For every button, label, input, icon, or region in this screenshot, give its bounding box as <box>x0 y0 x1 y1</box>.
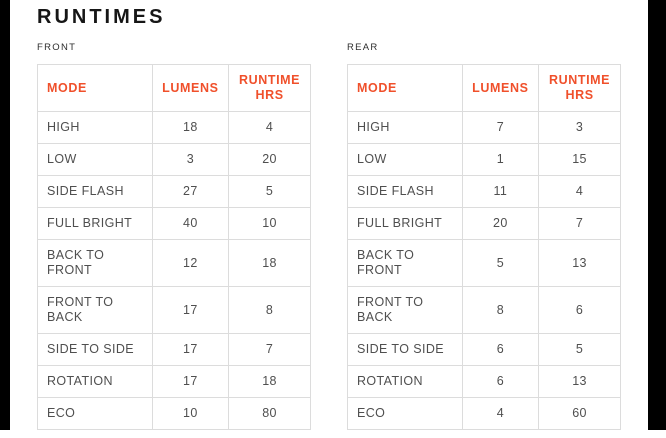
lumens-cell: 6 <box>461 333 540 366</box>
column-header-runtime: RUNTIME HRS <box>228 64 311 112</box>
table-header-row: MODE LUMENS RUNTIME HRS <box>37 64 311 112</box>
runtime-cell: 4 <box>538 175 621 208</box>
runtime-cell: 5 <box>538 333 621 366</box>
table-row: FULL BRIGHT 20 7 <box>347 207 621 240</box>
table-row: LOW 1 15 <box>347 143 621 176</box>
column-header-mode: MODE <box>37 64 153 112</box>
front-spec-table: MODE LUMENS RUNTIME HRS HIGH 18 4 LOW 3 … <box>37 64 311 430</box>
lumens-cell: 10 <box>151 397 230 430</box>
lumens-cell: 6 <box>461 365 540 398</box>
lumens-cell: 27 <box>151 175 230 208</box>
lumens-cell: 17 <box>151 333 230 366</box>
mode-cell: SIDE FLASH <box>37 175 153 208</box>
runtime-cell: 13 <box>538 239 621 287</box>
table-row: FULL BRIGHT 40 10 <box>37 207 311 240</box>
lumens-cell: 4 <box>461 397 540 430</box>
table-row: ECO 4 60 <box>347 397 621 430</box>
table-row: ROTATION 17 18 <box>37 365 311 398</box>
runtime-cell: 80 <box>228 397 311 430</box>
table-row: SIDE TO SIDE 6 5 <box>347 333 621 366</box>
runtime-cell: 18 <box>228 239 311 287</box>
runtime-cell: 7 <box>538 207 621 240</box>
mode-cell: FULL BRIGHT <box>347 207 463 240</box>
right-frame-bar <box>648 0 666 430</box>
runtime-cell: 7 <box>228 333 311 366</box>
lumens-cell: 8 <box>461 286 540 334</box>
column-header-lumens: LUMENS <box>461 64 540 112</box>
lumens-cell: 17 <box>151 286 230 334</box>
table-row: ROTATION 6 13 <box>347 365 621 398</box>
runtime-cell: 10 <box>228 207 311 240</box>
mode-cell: HIGH <box>37 111 153 144</box>
runtime-cell: 8 <box>228 286 311 334</box>
lumens-cell: 40 <box>151 207 230 240</box>
table-section-rear: REAR MODE LUMENS RUNTIME HRS HIGH 7 3 <box>347 43 621 430</box>
table-row: SIDE FLASH 27 5 <box>37 175 311 208</box>
tables-wrap: FRONT MODE LUMENS RUNTIME HRS HIGH 18 4 <box>37 43 621 430</box>
page-title: RUNTIMES <box>37 6 166 28</box>
rear-spec-table: MODE LUMENS RUNTIME HRS HIGH 7 3 LOW 1 1… <box>347 64 621 430</box>
lumens-cell: 18 <box>151 111 230 144</box>
table-row: SIDE TO SIDE 17 7 <box>37 333 311 366</box>
mode-cell: ROTATION <box>37 365 153 398</box>
runtime-cell: 6 <box>538 286 621 334</box>
runtime-cell: 13 <box>538 365 621 398</box>
lumens-cell: 7 <box>461 111 540 144</box>
runtime-cell: 5 <box>228 175 311 208</box>
mode-cell: HIGH <box>347 111 463 144</box>
table-row: HIGH 7 3 <box>347 111 621 144</box>
runtime-cell: 15 <box>538 143 621 176</box>
lumens-cell: 1 <box>461 143 540 176</box>
lumens-cell: 17 <box>151 365 230 398</box>
table-row: SIDE FLASH 11 4 <box>347 175 621 208</box>
mode-cell: SIDE TO SIDE <box>37 333 153 366</box>
mode-cell: FULL BRIGHT <box>37 207 153 240</box>
mode-cell: ECO <box>347 397 463 430</box>
lumens-cell: 20 <box>461 207 540 240</box>
table-row: BACK TO FRONT 5 13 <box>347 239 621 287</box>
lumens-cell: 11 <box>461 175 540 208</box>
table-label-front: FRONT <box>37 42 77 53</box>
mode-cell: BACK TO FRONT <box>347 239 463 287</box>
runtime-cell: 3 <box>538 111 621 144</box>
table-row: FRONT TO BACK 8 6 <box>347 286 621 334</box>
mode-cell: ECO <box>37 397 153 430</box>
column-header-mode: MODE <box>347 64 463 112</box>
runtime-cell: 60 <box>538 397 621 430</box>
lumens-cell: 3 <box>151 143 230 176</box>
mode-cell: LOW <box>347 143 463 176</box>
lumens-cell: 5 <box>461 239 540 287</box>
mode-cell: LOW <box>37 143 153 176</box>
lumens-cell: 12 <box>151 239 230 287</box>
table-row: FRONT TO BACK 17 8 <box>37 286 311 334</box>
runtime-cell: 18 <box>228 365 311 398</box>
table-row: ECO 10 80 <box>37 397 311 430</box>
table-label-rear: REAR <box>347 42 379 53</box>
runtime-cell: 20 <box>228 143 311 176</box>
runtime-cell: 4 <box>228 111 311 144</box>
mode-cell: SIDE FLASH <box>347 175 463 208</box>
column-header-lumens: LUMENS <box>151 64 230 112</box>
mode-cell: SIDE TO SIDE <box>347 333 463 366</box>
table-row: BACK TO FRONT 12 18 <box>37 239 311 287</box>
table-row: LOW 3 20 <box>37 143 311 176</box>
table-section-front: FRONT MODE LUMENS RUNTIME HRS HIGH 18 4 <box>37 43 311 430</box>
table-header-row: MODE LUMENS RUNTIME HRS <box>347 64 621 112</box>
mode-cell: FRONT TO BACK <box>37 286 153 334</box>
mode-cell: FRONT TO BACK <box>347 286 463 334</box>
left-frame-bar <box>0 0 10 430</box>
table-row: HIGH 18 4 <box>37 111 311 144</box>
column-header-runtime: RUNTIME HRS <box>538 64 621 112</box>
mode-cell: ROTATION <box>347 365 463 398</box>
mode-cell: BACK TO FRONT <box>37 239 153 287</box>
runtimes-section: RUNTIMES FRONT MODE LUMENS RUNTIME HRS H… <box>37 6 621 430</box>
